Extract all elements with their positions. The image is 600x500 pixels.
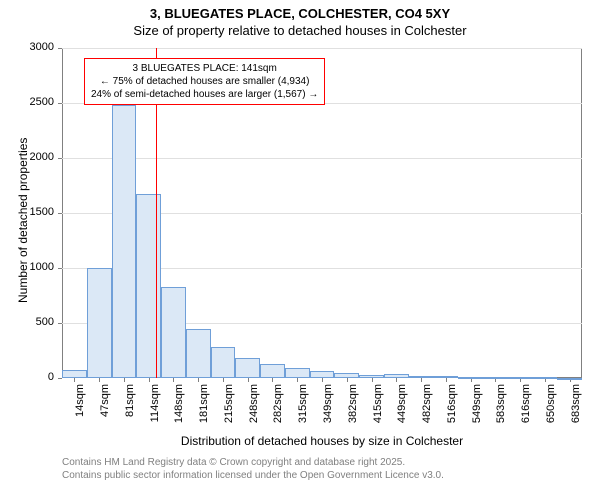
x-tick-10: 349sqm	[322, 384, 334, 434]
attribution-line: Contains HM Land Registry data © Crown c…	[62, 456, 444, 469]
bar-6	[211, 347, 236, 378]
bar-11	[334, 373, 359, 379]
y-tick-3000: 3000	[0, 41, 54, 53]
chart-subtitle: Size of property relative to detached ho…	[0, 21, 600, 38]
x-axis-label: Distribution of detached houses by size …	[62, 434, 582, 448]
bar-15	[433, 376, 458, 378]
bar-3	[136, 194, 161, 378]
bar-20	[557, 378, 582, 380]
bar-2	[112, 105, 137, 378]
attribution-line: Contains public sector information licen…	[62, 469, 444, 482]
x-tick-6: 215sqm	[223, 384, 235, 434]
x-tick-5: 181sqm	[198, 384, 210, 434]
y-tick-2500: 2500	[0, 96, 54, 108]
chart-title: 3, BLUEGATES PLACE, COLCHESTER, CO4 5XY	[0, 0, 600, 21]
x-tick-16: 549sqm	[471, 384, 483, 434]
bar-16	[458, 377, 483, 379]
bar-7	[235, 358, 260, 378]
histogram-chart: 3, BLUEGATES PLACE, COLCHESTER, CO4 5XY …	[0, 0, 600, 500]
bar-17	[483, 377, 508, 379]
y-tick-0: 0	[0, 371, 54, 383]
x-tick-11: 382sqm	[347, 384, 359, 434]
attribution-text: Contains HM Land Registry data © Crown c…	[62, 456, 444, 482]
x-tick-12: 415sqm	[372, 384, 384, 434]
x-tick-0: 14sqm	[74, 384, 86, 434]
bar-0	[62, 370, 87, 378]
annotation-line: ← 75% of detached houses are smaller (4,…	[91, 75, 318, 88]
x-tick-1: 47sqm	[99, 384, 111, 434]
x-tick-14: 482sqm	[421, 384, 433, 434]
y-tick-2000: 2000	[0, 151, 54, 163]
bar-4	[161, 287, 186, 378]
bar-18	[508, 377, 533, 379]
x-tick-17: 583sqm	[495, 384, 507, 434]
annotation-box: 3 BLUEGATES PLACE: 141sqm← 75% of detach…	[84, 58, 325, 105]
x-tick-4: 148sqm	[173, 384, 185, 434]
x-tick-2: 81sqm	[124, 384, 136, 434]
bar-19	[532, 377, 557, 379]
x-tick-3: 114sqm	[149, 384, 161, 434]
y-tick-1500: 1500	[0, 206, 54, 218]
annotation-line: 24% of semi-detached houses are larger (…	[91, 88, 318, 101]
x-tick-9: 315sqm	[297, 384, 309, 434]
x-tick-19: 650sqm	[545, 384, 557, 434]
bar-12	[359, 375, 384, 378]
bar-5	[186, 329, 211, 379]
y-tick-1000: 1000	[0, 261, 54, 273]
x-tick-13: 449sqm	[396, 384, 408, 434]
bar-13	[384, 374, 409, 378]
bar-14	[409, 376, 434, 378]
x-tick-15: 516sqm	[446, 384, 458, 434]
annotation-line: 3 BLUEGATES PLACE: 141sqm	[91, 62, 318, 75]
bar-8	[260, 364, 285, 378]
x-tick-20: 683sqm	[570, 384, 582, 434]
x-tick-8: 282sqm	[272, 384, 284, 434]
x-tick-18: 616sqm	[520, 384, 532, 434]
y-tick-500: 500	[0, 316, 54, 328]
x-tick-7: 248sqm	[248, 384, 260, 434]
bar-1	[87, 268, 112, 378]
bar-9	[285, 368, 310, 378]
bar-10	[310, 371, 335, 378]
